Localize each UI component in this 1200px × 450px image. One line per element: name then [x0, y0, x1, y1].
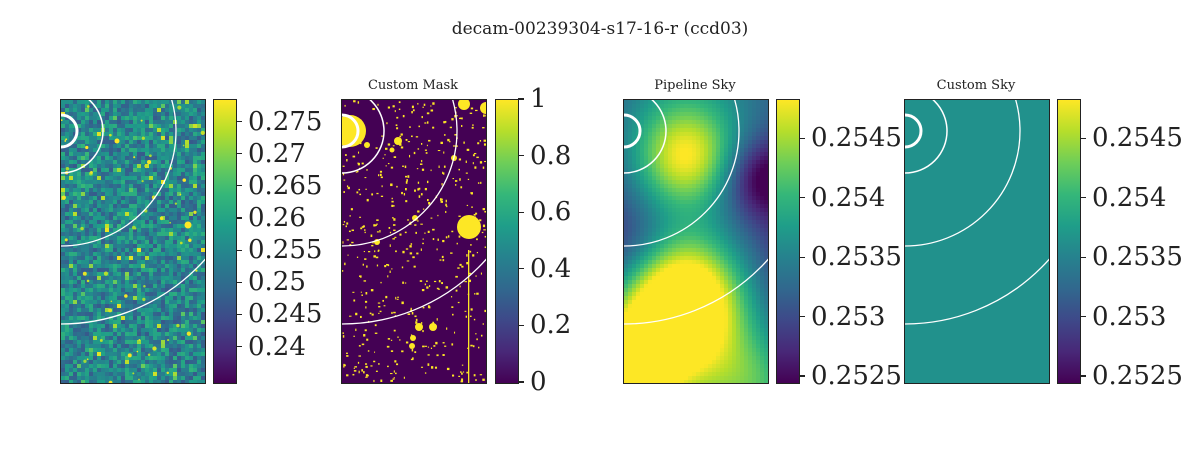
panel-title-custom-sky: Custom Sky — [936, 78, 1016, 93]
overlay-circle — [624, 113, 642, 149]
panel-image — [60, 99, 206, 384]
tick-label: 0.255 — [248, 235, 323, 266]
colorbar-ticks-custom-sky: 0.2525 0.253 0.2535 0.254 0.2545 — [1080, 99, 1200, 391]
tick-mark — [1080, 316, 1086, 318]
overlay-circle — [624, 100, 740, 247]
overlay-circle — [61, 100, 177, 247]
colorbar-image — [213, 99, 237, 384]
tick-mark — [518, 211, 524, 213]
tick-mark — [518, 98, 524, 100]
tick-label: 0.254 — [811, 182, 886, 213]
tick-label: 1 — [530, 84, 547, 114]
tick-label: 0.245 — [248, 299, 323, 330]
colorbar-pipeline-sky — [776, 99, 800, 384]
tick-mark — [799, 256, 805, 258]
tick-label: 0.254 — [1092, 182, 1167, 213]
tick-label: 0 — [530, 367, 547, 397]
mask-heatmap — [342, 100, 486, 383]
tick-mark — [236, 185, 242, 187]
overlay-circle — [905, 113, 923, 149]
tick-label: 0.4 — [530, 253, 572, 284]
colorbar-gradient — [496, 100, 518, 383]
tick-mark — [236, 153, 242, 155]
tick-label: 0.2525 — [811, 361, 902, 392]
figure-title: decam-00239304-s17-16-r (ccd03) — [451, 19, 749, 39]
tick-label: 0.2525 — [1092, 361, 1183, 392]
tick-mark — [799, 316, 805, 318]
tick-label: 0.275 — [248, 106, 323, 137]
tick-mark — [1080, 137, 1086, 139]
tick-mark — [518, 155, 524, 157]
tick-mark — [236, 346, 242, 348]
tick-mark — [236, 217, 242, 219]
tick-label: 0.26 — [248, 202, 306, 233]
tick-label: 0.6 — [530, 197, 572, 228]
colorbar-gradient — [1058, 100, 1080, 383]
tick-mark — [518, 324, 524, 326]
tick-label: 0.2545 — [1092, 123, 1183, 154]
overlay-circle — [342, 113, 360, 149]
colorbar-ticks-pipeline-sky: 0.2525 0.253 0.2535 0.254 0.2545 — [799, 99, 939, 391]
tick-label: 0.27 — [248, 138, 306, 169]
colorbar-custom-mask — [495, 99, 519, 384]
tick-label: 0.8 — [530, 140, 572, 171]
colorbar-ticks-image: 0.24 0.245 0.25 0.255 0.26 0.265 0.27 0.275 — [236, 99, 376, 384]
panel-title-custom-mask: Custom Mask — [367, 78, 459, 93]
overlay-circle — [905, 100, 948, 174]
panel-custom-sky — [904, 99, 1050, 384]
panel-custom-mask — [341, 99, 487, 384]
colorbar-custom-sky — [1057, 99, 1081, 384]
tick-mark — [799, 137, 805, 139]
tick-mark — [799, 375, 805, 377]
tick-label: 0.2535 — [1092, 242, 1183, 273]
overlay-circle — [342, 100, 385, 174]
tick-mark — [236, 249, 242, 251]
tick-label: 0.253 — [811, 301, 886, 332]
tick-mark — [1080, 256, 1086, 258]
tick-label: 0.253 — [1092, 301, 1167, 332]
tick-label: 0.24 — [248, 331, 306, 362]
tick-mark — [236, 281, 242, 283]
tick-label: 0.2535 — [811, 242, 902, 273]
tick-mark — [518, 381, 524, 383]
tick-mark — [1080, 197, 1086, 199]
colorbar-ticks-custom-mask: 0 0.2 0.4 0.6 0.8 1 — [518, 84, 658, 397]
panel-title-pipeline-sky: Pipeline Sky — [654, 78, 736, 93]
colorbar-gradient — [214, 100, 236, 383]
pipeline-sky-heatmap — [624, 100, 768, 383]
tick-mark — [1080, 375, 1086, 377]
tick-label: 0.265 — [248, 170, 323, 201]
overlay-circle — [61, 100, 104, 174]
tick-label: 0.2 — [530, 310, 572, 341]
overlay-circle — [61, 113, 79, 149]
custom-sky-heatmap — [905, 100, 1049, 383]
tick-mark — [236, 120, 242, 123]
overlay-circle — [624, 100, 667, 174]
tick-mark — [799, 197, 805, 199]
overlay-circle — [905, 100, 1021, 247]
tick-mark — [518, 268, 524, 270]
panel-pipeline-sky — [623, 99, 769, 384]
tick-label: 0.25 — [248, 267, 306, 298]
colorbar-gradient — [777, 100, 799, 383]
image-heatmap — [61, 100, 205, 383]
tick-label: 0.2545 — [811, 123, 902, 154]
tick-mark — [236, 313, 242, 316]
overlay-circle — [342, 100, 458, 247]
